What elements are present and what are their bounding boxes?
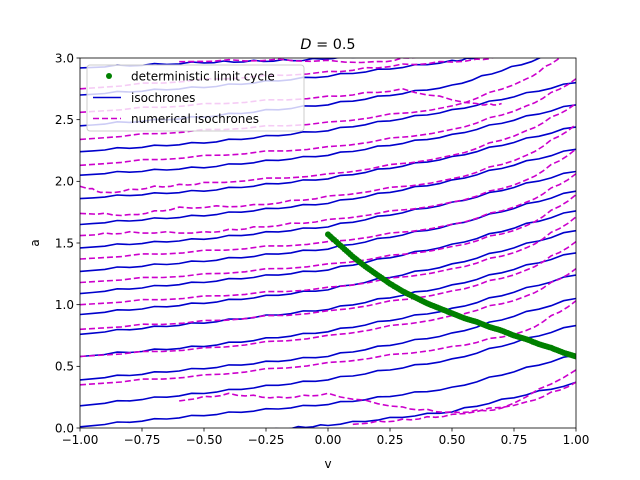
numerical-isochrone-line [80,173,576,260]
isochrone-line [80,126,576,200]
x-tick-label: 0.75 [501,433,528,447]
y-tick-label: 2.5 [55,113,74,127]
numerical-isochrone-line [179,369,576,414]
legend-label-isochrones: isochrones [131,91,195,105]
numerical-isochrone-line [80,78,576,167]
x-tick-label: 0.25 [377,433,404,447]
isochrone-line [80,297,576,381]
chart-title: D = 0.5 [300,37,355,53]
isochrone-line [80,324,576,407]
y-tick-label: 1.5 [55,236,74,250]
x-tick-label: −0.75 [124,433,161,447]
numerical-isochrone-line [80,240,576,331]
numerical-isochrone-line [80,216,576,306]
numerical-isochrone-line [352,381,576,426]
numerical-isochrone-line [80,194,576,284]
isochrone-line [80,354,576,428]
numerical-isochrone-line [80,148,576,237]
isochrone-line [80,229,576,316]
y-axis: 0.0 0.5 1.0 1.5 2.0 2.5 3.0 [55,51,80,435]
y-axis-label: a [28,239,42,246]
x-tick-label: 1.00 [563,433,590,447]
isochrone-line [80,81,576,153]
title-variable: D [300,37,311,53]
x-tick-label: 0.00 [315,433,342,447]
legend-frame [86,64,305,132]
numerical-isochrone-line [179,58,417,64]
y-tick-label: 3.0 [55,51,74,65]
legend-label-numerical-isochrones: numerical isochrones [131,112,259,126]
isochrone-line [274,381,576,428]
numerical-isochrone-line [80,102,576,194]
legend-marker-limit-cycle [106,73,112,79]
isochrone-line [80,252,576,336]
y-tick-label: 0.5 [55,360,74,374]
limit-cycle-point [573,353,576,360]
isochrone-line [80,190,576,273]
y-tick-label: 1.0 [55,298,74,312]
title-value: = 0.5 [316,37,356,53]
isochrone-line [80,104,576,176]
numerical-isochrone-line [80,300,576,386]
legend-label-limit-cycle: deterministic limit cycle [131,70,275,84]
x-tick-label: −1.00 [62,433,99,447]
isochrone-line [80,148,576,226]
y-tick-label: 2.0 [55,175,74,189]
x-axis: −1.00 −0.75 −0.50 −0.25 0.00 0.25 0.50 0.75 1.00 [62,428,590,447]
numerical-isochrone-line [80,268,576,358]
x-tick-label: −0.50 [186,433,223,447]
numerical-isochrone-line [80,123,576,217]
plot-area [80,58,576,428]
numerical-isochrone-line [80,58,561,141]
isochrone-line [80,170,576,249]
y-tick-label: 0.0 [55,421,74,435]
isochrone-line [80,274,576,358]
isochrone-line [80,210,576,295]
x-axis-label: v [324,457,331,471]
x-tick-label: 0.50 [439,433,466,447]
x-tick-label: −0.25 [248,433,285,447]
legend: deterministic limit cycle isochrones num… [86,64,305,132]
